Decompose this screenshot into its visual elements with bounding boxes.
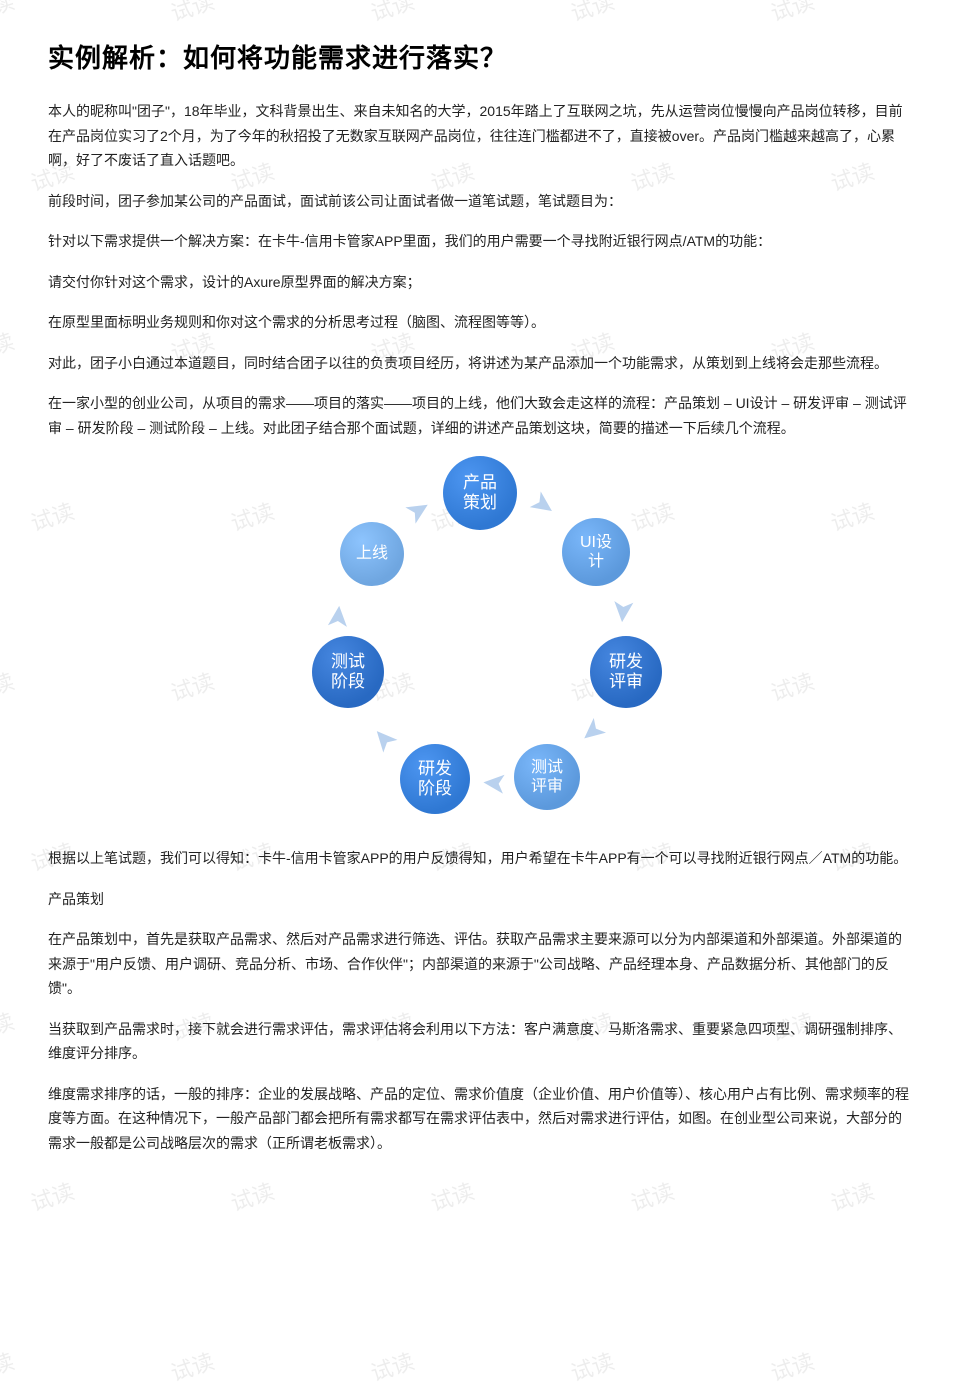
cycle-arrow-icon: ➤ bbox=[573, 711, 612, 750]
page-title: 实例解析：如何将功能需求进行落实？ bbox=[48, 38, 912, 75]
paragraph: 本人的昵称叫"团子"，18年毕业，文科背景出生、来自未知名的大学，2015年踏上… bbox=[48, 99, 912, 173]
cycle-diagram: 产品 策划UI设 计研发 评审测试 评审研发 阶段测试 阶段上线➤➤➤➤➤➤➤ bbox=[260, 456, 700, 836]
paragraph: 产品策划 bbox=[48, 887, 912, 912]
watermark-text: 试读 bbox=[626, 1174, 678, 1218]
cycle-node: 研发 评审 bbox=[590, 636, 662, 708]
paragraph: 对此，团子小白通过本道题目，同时结合团子以往的负责项目经历，将讲述为某产品添加一… bbox=[48, 351, 912, 376]
watermark-text: 试读 bbox=[566, 1344, 618, 1388]
cycle-node: 产品 策划 bbox=[443, 456, 517, 530]
watermark-text: 试读 bbox=[166, 1344, 218, 1388]
cycle-node: 测试 评审 bbox=[514, 744, 580, 810]
watermark-text: 试读 bbox=[766, 1344, 818, 1388]
watermark-text: 试读 bbox=[366, 1344, 418, 1388]
paragraph: 前段时间，团子参加某公司的产品面试，面试前该公司让面试者做一道笔试题，笔试题目为… bbox=[48, 189, 912, 214]
paragraph: 当获取到产品需求时，接下就会进行需求评估，需求评估将会利用以下方法：客户满意度、… bbox=[48, 1017, 912, 1066]
watermark-text: 试读 bbox=[26, 1174, 78, 1218]
document-content: 实例解析：如何将功能需求进行落实？ 本人的昵称叫"团子"，18年毕业，文科背景出… bbox=[0, 0, 960, 1155]
watermark-text: 试读 bbox=[426, 1174, 478, 1218]
paragraph: 根据以上笔试题，我们可以得知：卡牛-信用卡管家APP的用户反馈得知，用户希望在卡… bbox=[48, 846, 912, 871]
watermark-text: 试读 bbox=[0, 1344, 18, 1388]
cycle-diagram-container: 产品 策划UI设 计研发 评审测试 评审研发 阶段测试 阶段上线➤➤➤➤➤➤➤ bbox=[48, 456, 912, 836]
cycle-arrow-icon: ➤ bbox=[607, 597, 639, 625]
paragraph: 针对以下需求提供一个解决方案：在卡牛-信用卡管家APP里面，我们的用户需要一个寻… bbox=[48, 229, 912, 254]
paragraph: 在一家小型的创业公司，从项目的需求——项目的落实——项目的上线，他们大致会走这样… bbox=[48, 391, 912, 440]
paragraph: 在原型里面标明业务规则和你对这个需求的分析思考过程（脑图、流程图等等）。 bbox=[48, 310, 912, 335]
cycle-node: UI设 计 bbox=[562, 518, 630, 586]
cycle-arrow-icon: ➤ bbox=[481, 767, 509, 799]
paragraph: 维度需求排序的话，一般的排序：企业的发展战略、产品的定位、需求价值度（企业价值、… bbox=[48, 1082, 912, 1156]
cycle-node: 研发 阶段 bbox=[400, 744, 470, 814]
cycle-node: 上线 bbox=[340, 522, 404, 586]
cycle-arrow-icon: ➤ bbox=[524, 486, 562, 525]
cycle-arrow-icon: ➤ bbox=[400, 492, 437, 531]
cycle-arrow-icon: ➤ bbox=[365, 720, 404, 759]
paragraph: 请交付你针对这个需求，设计的Axure原型界面的解决方案； bbox=[48, 270, 912, 295]
watermark-text: 试读 bbox=[226, 1174, 278, 1218]
cycle-node: 测试 阶段 bbox=[312, 636, 384, 708]
paragraph: 在产品策划中，首先是获取产品需求、然后对产品需求进行筛选、评估。获取产品需求主要… bbox=[48, 927, 912, 1001]
cycle-arrow-icon: ➤ bbox=[323, 603, 355, 631]
watermark-text: 试读 bbox=[826, 1174, 878, 1218]
